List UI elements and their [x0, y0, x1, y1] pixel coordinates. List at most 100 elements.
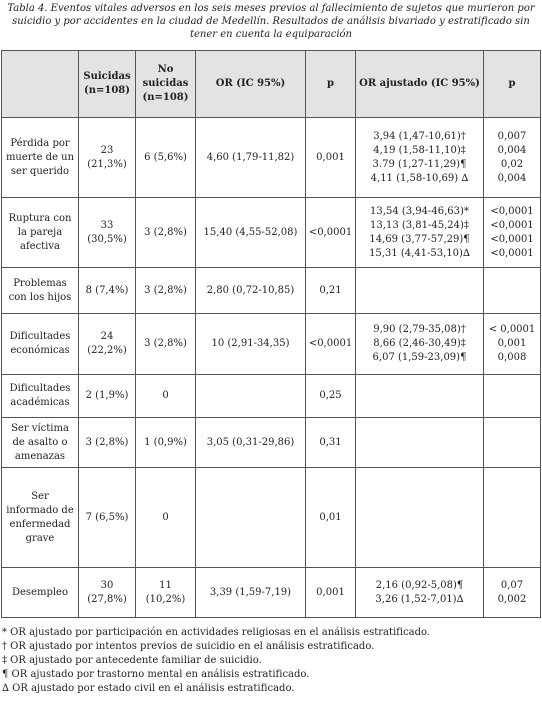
table-cell: 7 (6,5%) — [78, 467, 136, 568]
cell-line: 0,001 — [497, 338, 527, 349]
table-cell — [355, 374, 484, 418]
cell-line: 4,11 (1,58-10,69) ∆ — [370, 172, 469, 184]
data-table: Suicidas (n=108) No suicidas (n=108) OR (I… — [1, 50, 541, 618]
table-cell: 0,21 — [305, 267, 356, 314]
table-cell: 3 (2,8%) — [78, 417, 136, 468]
table-cell: 9,90 (2,79-35,08)† 8,66 (2,46-30,49)‡ 6,07… — [355, 313, 484, 375]
header-cell: OR ajustado (IC 95%) — [355, 50, 484, 118]
table-cell — [195, 467, 306, 568]
cell-line: 0,02 — [500, 158, 524, 170]
table-cell: 2,16 (0,92-5,08)¶ 3,26 (1,52-7,01)∆ — [355, 567, 484, 618]
table-cell: 0,01 — [305, 467, 356, 568]
table-cell: <0,0001 — [305, 197, 356, 268]
table-cell: < 0,0001 0,001 0,008 — [483, 313, 541, 375]
table-cell: 3 (2,8%) — [135, 313, 196, 375]
cell-line: 6,07 (1,59-23,09)¶ — [372, 352, 467, 363]
cell-line: <0,0001 — [490, 205, 534, 217]
table-cell: <0,0001 — [305, 313, 356, 375]
cell-line: < 0,0001 — [488, 324, 536, 335]
cell-line: <0,0001 — [490, 233, 534, 245]
cell-line: 3,26 (1,52-7,01)∆ — [375, 593, 464, 605]
footnote: * OR ajustado por participación en activ… — [2, 627, 431, 638]
table-cell: 3,39 (1,59-7,19) — [195, 567, 306, 618]
table-row: Pérdida por muerte de un ser querido 23 (… — [1, 117, 541, 198]
table-body: Pérdida por muerte de un ser querido 23 (… — [1, 117, 541, 618]
table-row: Problemas con los hijos 8 (7,4%) 3 (2,8%) 2… — [1, 267, 541, 314]
table-cell: 2,80 (0,72-10,85) — [195, 267, 306, 314]
table-cell: 3 (2,8%) — [135, 267, 196, 314]
table-cell: 0,001 — [305, 117, 356, 198]
header-row: Suicidas (n=108) No suicidas (n=108) OR (I… — [1, 50, 541, 118]
table-cell: 3 (2,8%) — [135, 197, 196, 268]
table-cell: 33 (30,5%) — [78, 197, 136, 268]
table-cell: Dificultades económicas — [1, 313, 79, 375]
table-cell: 15,40 (4,55-52,08) — [195, 197, 306, 268]
table-cell: <0,0001 <0,0001 <0,0001 <0,0001 — [483, 197, 541, 268]
table-cell: 2 (1,9%) — [78, 374, 136, 418]
table-cell: 24 (22,2%) — [78, 313, 136, 375]
table-cell: 3,05 (0,31-29,86) — [195, 417, 306, 468]
table-cell: 11 (10,2%) — [135, 567, 196, 618]
header-cell: OR (IC 95%) — [195, 50, 306, 118]
cell-line: 0,004 — [497, 144, 527, 156]
table-cell: 0,07 0,002 — [483, 567, 541, 618]
cell-line: 2,16 (0,92-5,08)¶ — [375, 579, 464, 591]
table-cell: 1 (0,9%) — [135, 417, 196, 468]
header-cell: Suicidas (n=108) — [78, 50, 136, 118]
table-cell: 8 (7,4%) — [78, 267, 136, 314]
cell-line: 14,69 (3,77-57,29)¶ — [369, 233, 470, 245]
table-cell — [195, 374, 306, 418]
footnotes: * OR ajustado por participación en activ… — [2, 626, 540, 696]
cell-line: 13,54 (3,94-46,63)* — [370, 205, 469, 217]
cell-line: 0,008 — [497, 352, 527, 363]
cell-line: 15,31 (4,41-53,10)∆ — [369, 247, 470, 259]
cell-line: 0,007 — [497, 130, 527, 142]
table-cell: 0 — [135, 467, 196, 568]
table-cell: 0 — [135, 374, 196, 418]
table-cell: Problemas con los hijos — [1, 267, 79, 314]
cell-line: 0,004 — [497, 172, 527, 184]
table-cell — [483, 467, 541, 568]
table-cell: 0,001 — [305, 567, 356, 618]
table-cell: 0,007 0,004 0,02 0,004 — [483, 117, 541, 198]
table-cell — [355, 417, 484, 468]
footnote: ¶ OR ajustado por trastorno mental en an… — [2, 669, 310, 680]
table-cell — [483, 267, 541, 314]
footnote: ∆ OR ajustado por estado civil en el aná… — [2, 683, 295, 694]
header-cell: p — [483, 50, 541, 118]
table-cell: 30 (27,8%) — [78, 567, 136, 618]
table-cell: 3,94 (1,47-10,61)† 4,19 (1,58-11,10)‡ 3.79… — [355, 117, 484, 198]
cell-line: 9,90 (2,79-35,08)† — [373, 324, 466, 335]
cell-line: 4,19 (1,58-11,10)‡ — [373, 144, 466, 156]
table-caption: Tabla 4. Eventos vitales adversos en los… — [7, 3, 535, 40]
table-cell: Ser víctima de asalto o amenazas — [1, 417, 79, 468]
table-cell — [483, 374, 541, 418]
table-cell: Dificultades académicas — [1, 374, 79, 418]
footnote: ‡ OR ajustado por antecedente familiar d… — [2, 655, 262, 666]
header-cell: p — [305, 50, 356, 118]
header-cell: No suicidas (n=108) — [135, 50, 196, 118]
cell-line: 0,07 — [500, 579, 524, 591]
table-row: Dificultades académicas 2 (1,9%) 0 0,25 — [1, 374, 541, 418]
table-cell: 23 (21,3%) — [78, 117, 136, 198]
table-cell: 0,25 — [305, 374, 356, 418]
header-cell — [1, 50, 79, 118]
table-cell: Pérdida por muerte de un ser querido — [1, 117, 79, 198]
table-row: Ser informado de enfermedad grave 7 (6,5%… — [1, 467, 541, 568]
table-row: Desempleo 30 (27,8%) 11 (10,2%) 3,39 (1,59-… — [1, 567, 541, 618]
table-row: Ruptura con la pareja afectiva 33 (30,5%)… — [1, 197, 541, 268]
table-cell — [355, 267, 484, 314]
cell-line: 3,94 (1,47-10,61)† — [373, 130, 466, 142]
cell-line: 13,13 (3,81-45,24)‡ — [370, 219, 469, 231]
table-cell — [483, 417, 541, 468]
cell-line: <0,0001 — [490, 247, 534, 259]
cell-line: <0,0001 — [490, 219, 534, 231]
table-cell: Ser informado de enfermedad grave — [1, 467, 79, 568]
table-cell: 0,31 — [305, 417, 356, 468]
table-cell: 4,60 (1,79-11,82) — [195, 117, 306, 198]
table-row: Ser víctima de asalto o amenazas 3 (2,8%)… — [1, 417, 541, 468]
cell-line: 0,002 — [497, 593, 527, 605]
table-cell — [355, 467, 484, 568]
